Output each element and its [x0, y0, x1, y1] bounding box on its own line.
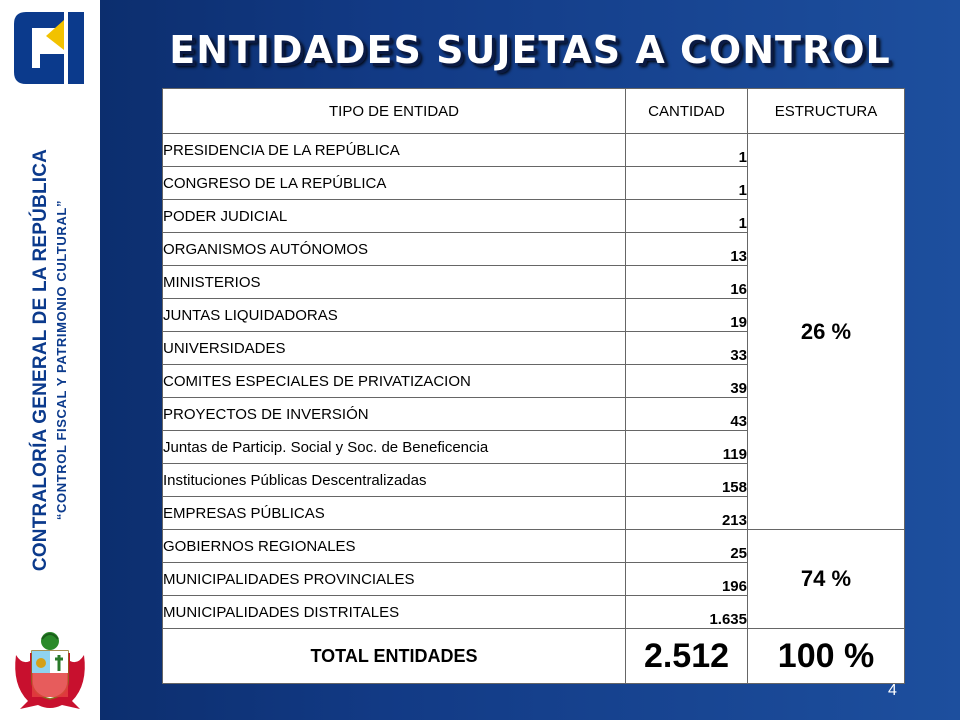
entity-qty: 43 [625, 397, 748, 431]
entity-qty: 213 [625, 496, 748, 530]
org-motto: “CONTROL FISCAL Y PATRIMONIO CULTURAL” [54, 199, 69, 521]
entity-qty: 1 [625, 199, 748, 233]
entity-qty: 1.635 [625, 595, 748, 629]
table-row: UNIVERSIDADES 33 [162, 331, 905, 365]
table-row: Instituciones Públicas Descentralizadas … [162, 463, 905, 497]
entity-name: CONGRESO DE LA REPÚBLICA [162, 166, 626, 200]
total-qty: 2.512 [625, 628, 748, 684]
entity-name: Instituciones Públicas Descentralizadas [162, 463, 626, 497]
entity-name: JUNTAS LIQUIDADORAS [162, 298, 626, 332]
entity-name: MUNICIPALIDADES PROVINCIALES [162, 562, 626, 596]
header-estructura: ESTRUCTURA [747, 88, 905, 134]
entity-name: Juntas de Particip. Social y Soc. de Ben… [162, 430, 626, 464]
entity-qty: 33 [625, 331, 748, 365]
table-row: PROYECTOS DE INVERSIÓN 43 [162, 397, 905, 431]
header-cantidad: CANTIDAD [625, 88, 748, 134]
table-row: PRESIDENCIA DE LA REPÚBLICA 1 26 % [162, 133, 905, 530]
total-pct: 100 % [747, 628, 905, 684]
entity-qty: 1 [625, 133, 748, 167]
table-row: MUNICIPALIDADES PROVINCIALES 196 [162, 562, 905, 596]
header-tipo-entidad: TIPO DE ENTIDAD [162, 88, 626, 134]
table-row: CONGRESO DE LA REPÚBLICA 1 [162, 166, 905, 200]
entity-qty: 1 [625, 166, 748, 200]
slide-title: ENTIDADES SUJETAS A CONTROL [169, 28, 891, 72]
entity-name: MINISTERIOS [162, 265, 626, 299]
entity-name: PODER JUDICIAL [162, 199, 626, 233]
table-total-row: TOTAL ENTIDADES 2.512 100 % [162, 628, 905, 684]
table-row: COMITES ESPECIALES DE PRIVATIZACION 39 [162, 364, 905, 398]
entity-name: GOBIERNOS REGIONALES [162, 529, 626, 563]
table-row: JUNTAS LIQUIDADORAS 19 [162, 298, 905, 332]
total-label: TOTAL ENTIDADES [162, 628, 626, 684]
entity-name: PROYECTOS DE INVERSIÓN [162, 397, 626, 431]
sidebar-vertical-text: CONTRALORÍA GENERAL DE LA REPÚBLICA “CON… [29, 149, 71, 571]
cgr-logo-icon [14, 12, 84, 84]
entity-name: UNIVERSIDADES [162, 331, 626, 365]
org-name: CONTRALORÍA GENERAL DE LA REPÚBLICA [30, 148, 51, 572]
table-row: MINISTERIOS 16 [162, 265, 905, 299]
table-row: GOBIERNOS REGIONALES 25 74 % [162, 529, 905, 629]
table-row: Juntas de Particip. Social y Soc. de Ben… [162, 430, 905, 464]
entity-name: COMITES ESPECIALES DE PRIVATIZACION [162, 364, 626, 398]
sidebar: CONTRALORÍA GENERAL DE LA REPÚBLICA “CON… [0, 0, 100, 720]
entities-table: TIPO DE ENTIDAD CANTIDAD ESTRUCTURA PRES… [162, 88, 905, 684]
group1-structure-pct: 26 % [747, 133, 905, 530]
entity-name: ORGANISMOS AUTÓNOMOS [162, 232, 626, 266]
entity-name: MUNICIPALIDADES DISTRITALES [162, 595, 626, 629]
entity-qty: 13 [625, 232, 748, 266]
page-number: 4 [888, 682, 897, 699]
entity-name: PRESIDENCIA DE LA REPÚBLICA [162, 133, 626, 167]
entity-qty: 25 [625, 529, 748, 563]
entity-qty: 158 [625, 463, 748, 497]
table-row: ORGANISMOS AUTÓNOMOS 13 [162, 232, 905, 266]
entity-qty: 19 [625, 298, 748, 332]
group2-structure-pct: 74 % [747, 529, 905, 629]
entity-qty: 16 [625, 265, 748, 299]
peru-coat-of-arms-icon [15, 632, 85, 709]
entity-name: EMPRESAS PÚBLICAS [162, 496, 626, 530]
table-header-row: TIPO DE ENTIDAD CANTIDAD ESTRUCTURA [162, 88, 905, 134]
entity-qty: 196 [625, 562, 748, 596]
entity-qty: 119 [625, 430, 748, 464]
entity-qty: 39 [625, 364, 748, 398]
